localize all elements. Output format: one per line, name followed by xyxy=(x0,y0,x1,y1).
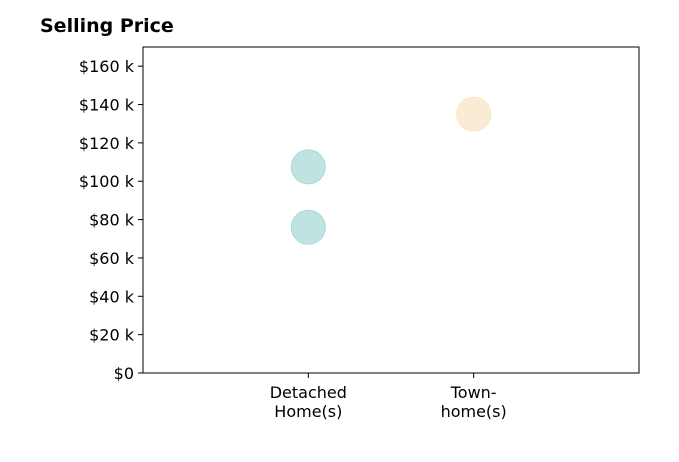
y-tick-label: $20 k xyxy=(89,326,135,345)
chart-title: Selling Price xyxy=(40,15,174,37)
y-axis: $0 $20 k $40 k $60 k $80 k $100 k $120 k $140 k… xyxy=(79,57,143,383)
data-points xyxy=(290,96,492,245)
plot-frame xyxy=(142,46,640,374)
x-tick-label: Detached xyxy=(270,383,347,402)
y-tick-label: $140 k xyxy=(79,96,135,115)
x-tick-label: Town- xyxy=(450,383,497,402)
data-point xyxy=(456,96,492,132)
y-tick-label: $160 k xyxy=(79,57,135,76)
y-tick-label: $80 k xyxy=(89,211,135,230)
x-tick-label: home(s) xyxy=(441,402,507,421)
y-tick-label: $60 k xyxy=(89,249,135,268)
y-tick-label: $40 k xyxy=(89,287,135,306)
data-point xyxy=(290,149,326,185)
x-tick-label: Home(s) xyxy=(274,402,342,421)
y-tick-label: $0 xyxy=(114,364,134,383)
data-point xyxy=(290,209,326,245)
y-tick-label: $120 k xyxy=(79,134,135,153)
y-tick-label: $100 k xyxy=(79,172,135,191)
